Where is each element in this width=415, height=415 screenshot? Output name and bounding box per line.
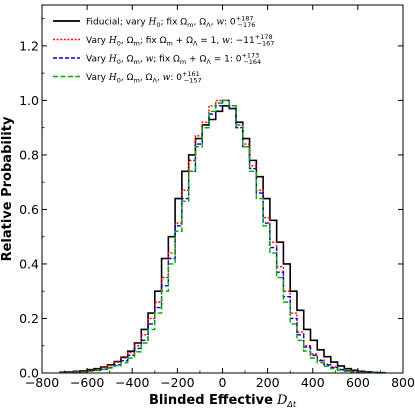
- y-tick-label: 0.2: [19, 311, 39, 326]
- series-layer: [59, 99, 386, 374]
- legend-label-1: Fiducial; vary H0; fix Ωm, ΩΛ, w: 0+187−…: [86, 15, 255, 30]
- y-axis-title: Relative Probability: [0, 116, 15, 261]
- y-tick-label: 0.6: [19, 202, 39, 217]
- x-tick-label: −800: [25, 375, 59, 390]
- x-tick-label: −600: [70, 375, 104, 390]
- series-line-2: [59, 99, 386, 374]
- y-tick-label: 0.0: [19, 366, 39, 381]
- x-tick-label: 800: [391, 375, 415, 390]
- x-axis-title: Blinded Effective DΔt: [149, 393, 297, 409]
- ticks-layer: −800 −600 −400 −200 0 200 400 600 800 0.0 0.2 0.4 0.…: [19, 5, 415, 390]
- x-tick-label: 200: [256, 375, 280, 390]
- legend-label-3: Vary H0, Ωm, w; fix Ωm + ΩΛ = 1: 0+173 −1…: [86, 52, 261, 67]
- x-tick-label: −400: [115, 375, 149, 390]
- series-line-3: [59, 99, 386, 374]
- y-tick-label: 1.2: [19, 38, 39, 53]
- legend-label-4: Vary H0, Ωm, ΩΛ, w: 0+161 −157: [86, 70, 202, 85]
- legend-label-2: Vary H0, Ωm; fix Ωm + ΩΛ = 1, w: −11+178…: [86, 33, 274, 48]
- series-line-4: [59, 99, 385, 374]
- x-tick-label: 400: [301, 375, 325, 390]
- series-line-1: [59, 105, 386, 374]
- x-tick-label: 0: [219, 375, 227, 390]
- y-tick-label: 1.0: [19, 93, 39, 108]
- y-tick-label: 0.4: [19, 256, 39, 271]
- y-tick-label: 0.8: [19, 147, 39, 162]
- x-tick-label: −200: [160, 375, 194, 390]
- legend: Fiducial; vary H0; fix Ωm, ΩΛ, w: 0+187−…: [53, 15, 274, 85]
- x-axis-title-text: Blinded Effective: [149, 393, 273, 408]
- x-tick-label: 600: [346, 375, 370, 390]
- x-axis-title-symbol: D: [276, 393, 288, 408]
- x-axis-title-subscript: Δt: [286, 400, 296, 409]
